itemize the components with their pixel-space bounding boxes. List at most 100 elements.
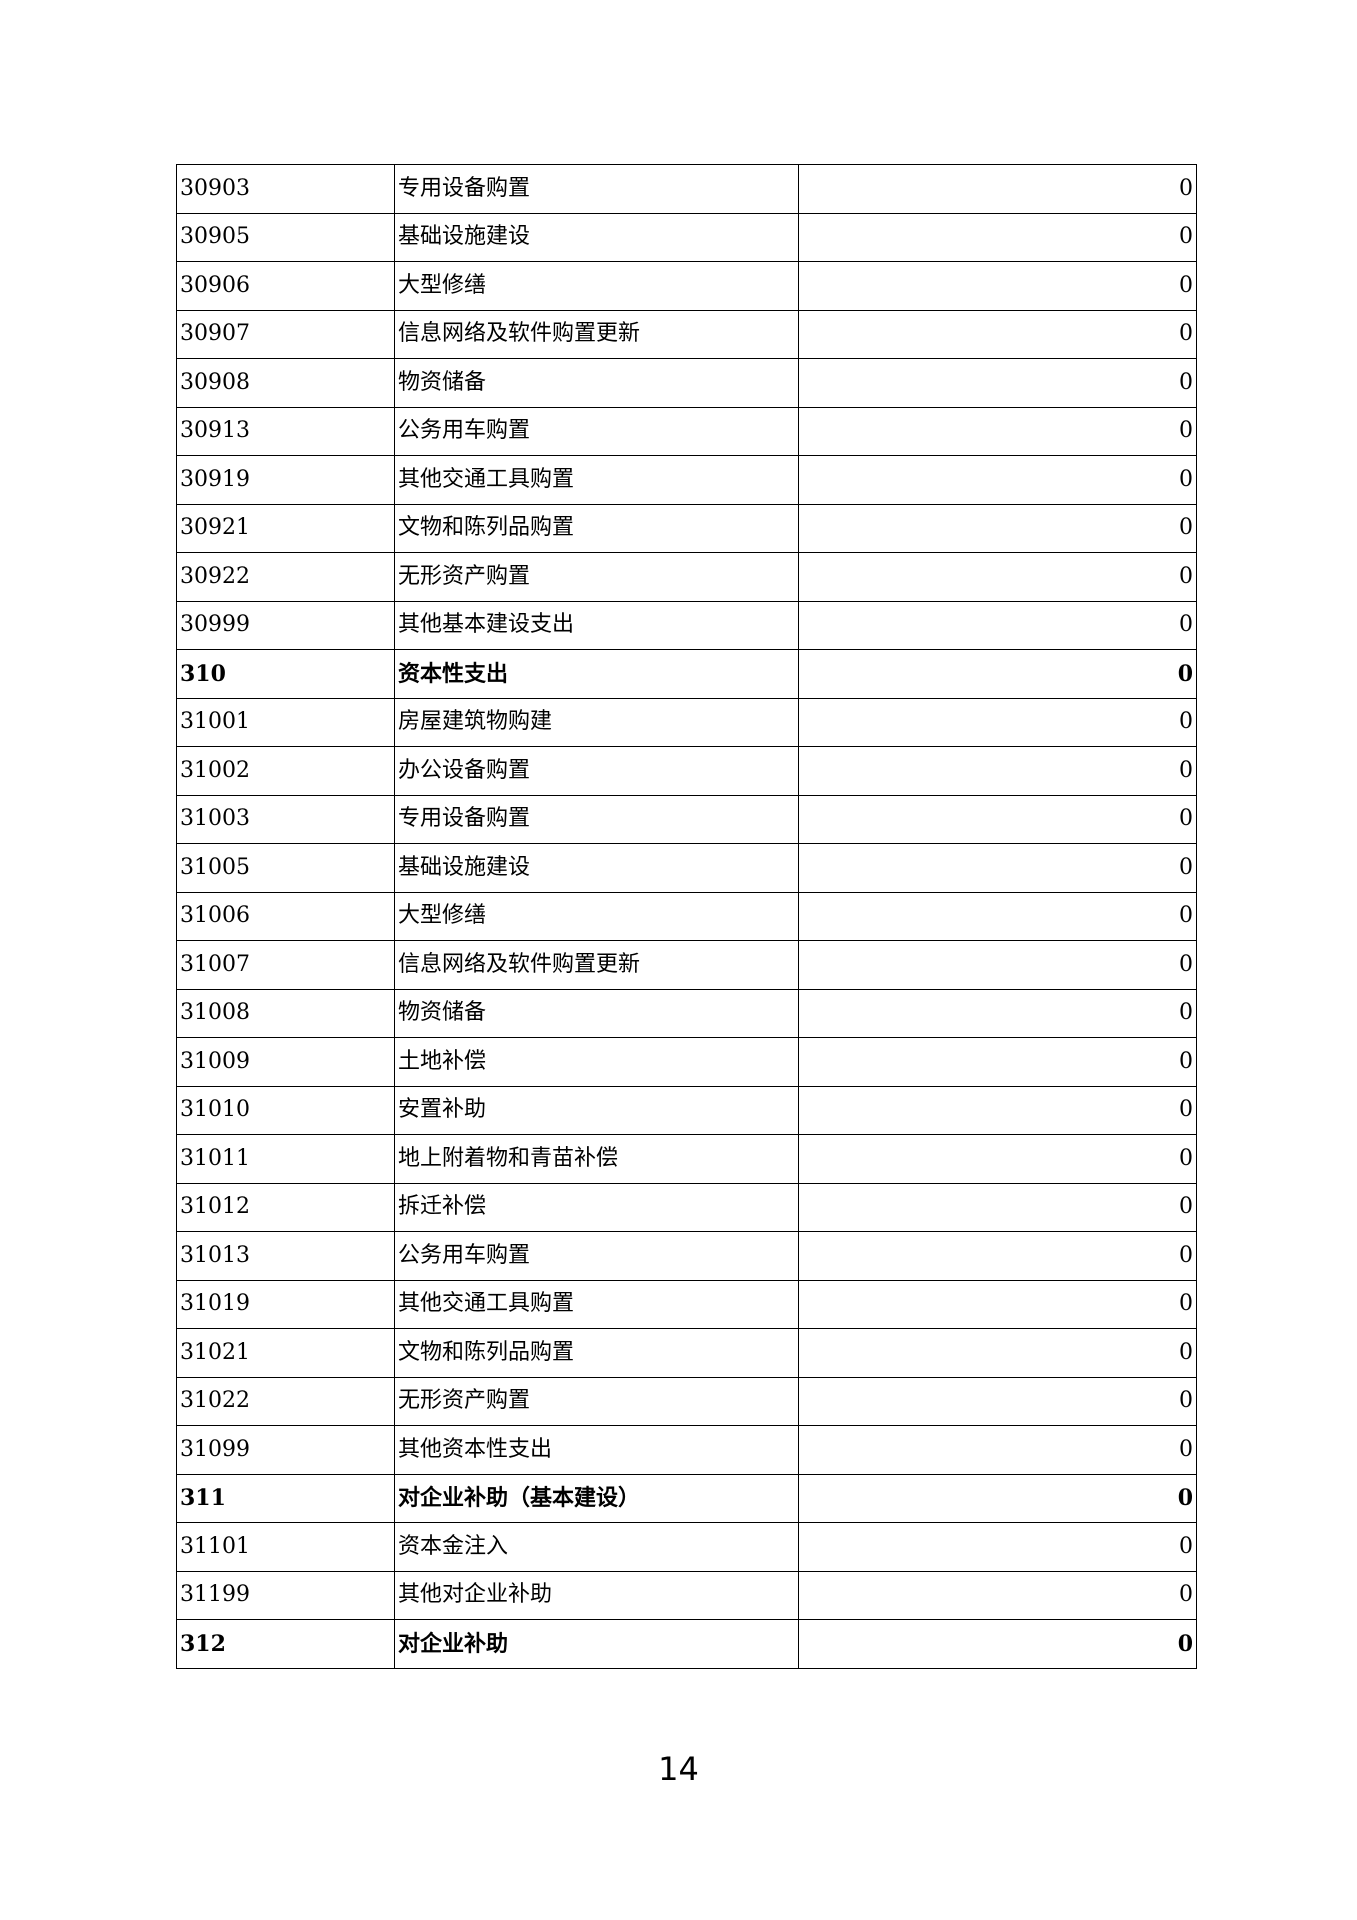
name-cell: 文物和陈列品购置 bbox=[394, 503, 799, 553]
name-cell: 专用设备购置 bbox=[394, 164, 799, 214]
table-row: 31019 其他交通工具购置 0 bbox=[176, 1279, 1197, 1329]
amount-cell: 0 bbox=[798, 1037, 1197, 1087]
amount-cell: 0 bbox=[798, 746, 1197, 796]
code-cell: 311 bbox=[176, 1473, 395, 1523]
code-cell: 31022 bbox=[176, 1376, 395, 1426]
expenditure-table: 30903 专用设备购置 0 30905 基础设施建设 0 30906 大型修缮 0 30907 信… bbox=[176, 164, 1197, 1669]
amount-cell: 0 bbox=[798, 261, 1197, 311]
code-cell: 310 bbox=[176, 649, 395, 699]
table-row: 30905 基础设施建设 0 bbox=[176, 212, 1197, 262]
name-cell: 基础设施建设 bbox=[394, 843, 799, 893]
code-cell: 31005 bbox=[176, 843, 395, 893]
table-row: 30919 其他交通工具购置 0 bbox=[176, 455, 1197, 505]
name-cell: 安置补助 bbox=[394, 1085, 799, 1135]
table-row: 31010 安置补助 0 bbox=[176, 1085, 1197, 1135]
amount-cell: 0 bbox=[798, 697, 1197, 747]
amount-cell: 0 bbox=[798, 1231, 1197, 1281]
name-cell: 拆迁补偿 bbox=[394, 1182, 799, 1232]
amount-cell: 0 bbox=[798, 1473, 1197, 1523]
amount-cell: 0 bbox=[798, 455, 1197, 505]
amount-cell: 0 bbox=[798, 309, 1197, 359]
table-row: 31006 大型修缮 0 bbox=[176, 891, 1197, 941]
table-row: 30913 公务用车购置 0 bbox=[176, 406, 1197, 456]
amount-cell: 0 bbox=[798, 940, 1197, 990]
table-row: 30906 大型修缮 0 bbox=[176, 261, 1197, 311]
code-cell: 30913 bbox=[176, 406, 395, 456]
table-row: 31005 基础设施建设 0 bbox=[176, 843, 1197, 893]
code-cell: 30919 bbox=[176, 455, 395, 505]
name-cell: 大型修缮 bbox=[394, 261, 799, 311]
name-cell: 公务用车购置 bbox=[394, 406, 799, 456]
name-cell: 房屋建筑物购建 bbox=[394, 697, 799, 747]
code-cell: 30999 bbox=[176, 600, 395, 650]
amount-cell: 0 bbox=[798, 552, 1197, 602]
name-cell: 其他交通工具购置 bbox=[394, 455, 799, 505]
name-cell: 专用设备购置 bbox=[394, 794, 799, 844]
table-row: 30903 专用设备购置 0 bbox=[176, 164, 1197, 214]
table-row: 31001 房屋建筑物购建 0 bbox=[176, 697, 1197, 747]
name-cell: 地上附着物和青苗补偿 bbox=[394, 1134, 799, 1184]
code-cell: 31199 bbox=[176, 1570, 395, 1620]
amount-cell: 0 bbox=[798, 794, 1197, 844]
code-cell: 30906 bbox=[176, 261, 395, 311]
code-cell: 30908 bbox=[176, 358, 395, 408]
code-cell: 30921 bbox=[176, 503, 395, 553]
amount-cell: 0 bbox=[798, 1570, 1197, 1620]
code-cell: 31021 bbox=[176, 1328, 395, 1378]
code-cell: 31003 bbox=[176, 794, 395, 844]
table-row: 31013 公务用车购置 0 bbox=[176, 1231, 1197, 1281]
amount-cell: 0 bbox=[798, 1085, 1197, 1135]
name-cell: 对企业补助（基本建设） bbox=[394, 1473, 799, 1523]
name-cell: 对企业补助 bbox=[394, 1619, 799, 1669]
name-cell: 文物和陈列品购置 bbox=[394, 1328, 799, 1378]
name-cell: 信息网络及软件购置更新 bbox=[394, 309, 799, 359]
code-cell: 30907 bbox=[176, 309, 395, 359]
amount-cell: 0 bbox=[798, 1134, 1197, 1184]
name-cell: 其他资本性支出 bbox=[394, 1425, 799, 1475]
name-cell: 无形资产购置 bbox=[394, 552, 799, 602]
code-cell: 31007 bbox=[176, 940, 395, 990]
table-row: 31007 信息网络及软件购置更新 0 bbox=[176, 940, 1197, 990]
code-cell: 312 bbox=[176, 1619, 395, 1669]
amount-cell: 0 bbox=[798, 988, 1197, 1038]
code-cell: 30903 bbox=[176, 164, 395, 214]
code-cell: 30922 bbox=[176, 552, 395, 602]
table-row: 30921 文物和陈列品购置 0 bbox=[176, 503, 1197, 553]
name-cell: 物资储备 bbox=[394, 358, 799, 408]
table-row: 31099 其他资本性支出 0 bbox=[176, 1425, 1197, 1475]
name-cell: 土地补偿 bbox=[394, 1037, 799, 1087]
amount-cell: 0 bbox=[798, 1376, 1197, 1426]
table-row: 30907 信息网络及软件购置更新 0 bbox=[176, 309, 1197, 359]
name-cell: 资本金注入 bbox=[394, 1522, 799, 1572]
table-row: 31021 文物和陈列品购置 0 bbox=[176, 1328, 1197, 1378]
code-cell: 31099 bbox=[176, 1425, 395, 1475]
name-cell: 资本性支出 bbox=[394, 649, 799, 699]
code-cell: 31002 bbox=[176, 746, 395, 796]
name-cell: 基础设施建设 bbox=[394, 212, 799, 262]
table-row: 31012 拆迁补偿 0 bbox=[176, 1182, 1197, 1232]
table-row: 30999 其他基本建设支出 0 bbox=[176, 600, 1197, 650]
amount-cell: 0 bbox=[798, 503, 1197, 553]
name-cell: 其他基本建设支出 bbox=[394, 600, 799, 650]
table-row: 311 对企业补助（基本建设） 0 bbox=[176, 1473, 1197, 1523]
amount-cell: 0 bbox=[798, 600, 1197, 650]
code-cell: 31008 bbox=[176, 988, 395, 1038]
code-cell: 30905 bbox=[176, 212, 395, 262]
name-cell: 公务用车购置 bbox=[394, 1231, 799, 1281]
code-cell: 31010 bbox=[176, 1085, 395, 1135]
code-cell: 31009 bbox=[176, 1037, 395, 1087]
name-cell: 信息网络及软件购置更新 bbox=[394, 940, 799, 990]
amount-cell: 0 bbox=[798, 164, 1197, 214]
table-row: 31002 办公设备购置 0 bbox=[176, 746, 1197, 796]
page-number: 14 bbox=[658, 1750, 699, 1788]
table-row: 31003 专用设备购置 0 bbox=[176, 794, 1197, 844]
name-cell: 办公设备购置 bbox=[394, 746, 799, 796]
code-cell: 31013 bbox=[176, 1231, 395, 1281]
code-cell: 31006 bbox=[176, 891, 395, 941]
amount-cell: 0 bbox=[798, 891, 1197, 941]
name-cell: 大型修缮 bbox=[394, 891, 799, 941]
table-row: 310 资本性支出 0 bbox=[176, 649, 1197, 699]
amount-cell: 0 bbox=[798, 1279, 1197, 1329]
code-cell: 31101 bbox=[176, 1522, 395, 1572]
amount-cell: 0 bbox=[798, 1522, 1197, 1572]
